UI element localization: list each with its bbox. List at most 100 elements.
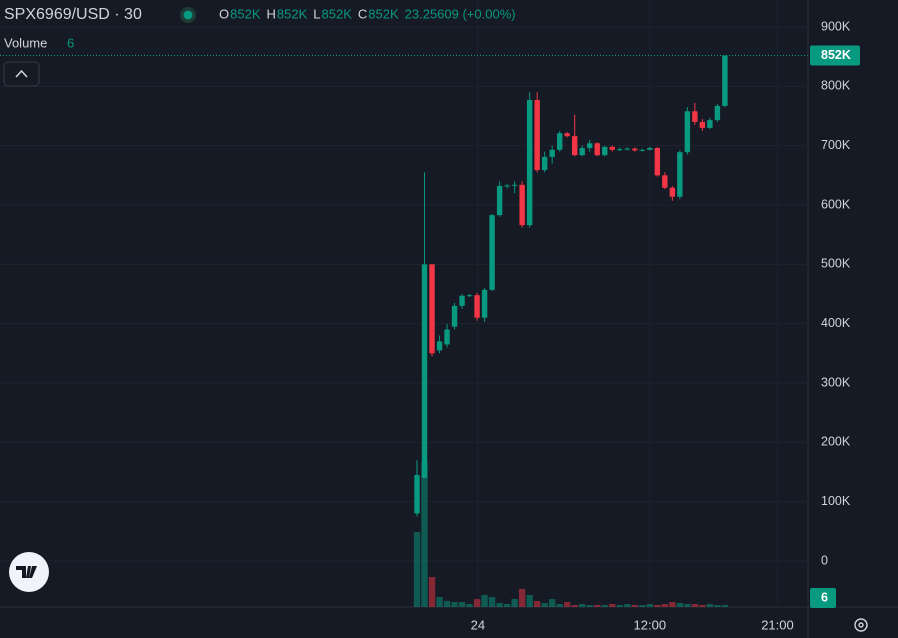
axes: 0 100K 200K 300K 400K 500K 600K 700K 800K 900K 24 1… (0, 19, 860, 632)
volume-bar (571, 605, 578, 607)
collapse-icon (15, 69, 28, 78)
candle-body (534, 99, 540, 170)
candle-body (496, 186, 503, 216)
candle-body (466, 295, 473, 297)
collapse-button[interactable] (3, 61, 40, 87)
candle-body (669, 187, 676, 197)
ohlc-value: 852K (322, 6, 353, 21)
candle-body (692, 111, 698, 122)
change: 23.25609 (+0.00%) (405, 6, 516, 21)
ohlc-legend: O 852K H 852K L 852K C 852K 23.25609 (+0.00%) (219, 6, 516, 21)
candle-body (662, 175, 668, 188)
candle-body (572, 136, 578, 156)
candle-body (451, 305, 458, 327)
y-tick-label: 800K (821, 79, 851, 93)
volume-bar (533, 601, 541, 607)
volume-bar (541, 603, 548, 607)
candle-body (587, 143, 593, 149)
candle-body (541, 156, 548, 170)
candle-body (436, 341, 443, 351)
volume-bar (526, 595, 533, 607)
candle-body (647, 148, 653, 150)
volume-bar (669, 602, 676, 607)
last-price-box (810, 45, 860, 66)
candle-body (609, 146, 615, 150)
settings-icon[interactable] (854, 618, 868, 632)
candles (414, 55, 728, 517)
candle-body (639, 149, 645, 151)
volume-bar (481, 595, 488, 607)
candle-body (677, 152, 683, 197)
volume-bar (609, 604, 616, 607)
y-tick-label: 0 (821, 553, 828, 567)
symbol-title[interactable]: SPX6969/USD · 30 (4, 6, 142, 23)
volume-bar (466, 604, 473, 607)
candle-body (602, 146, 608, 156)
candle-body (707, 120, 713, 128)
candle-body (519, 184, 525, 226)
volume-bar (579, 604, 586, 607)
logo (16, 566, 37, 578)
volume-bar (564, 602, 571, 607)
candle-body (511, 184, 518, 186)
last-price-label: 852K (821, 48, 851, 62)
volume-bar (556, 604, 563, 607)
ohlc-key: O (219, 6, 229, 21)
volume-bar (646, 604, 654, 607)
candle-body (617, 149, 623, 151)
volume-bar (451, 602, 458, 607)
settings-icon-core (858, 622, 864, 628)
candle-body (444, 329, 450, 345)
volume-bar (706, 604, 714, 607)
candle-body (594, 143, 600, 156)
volume-bar (714, 605, 721, 607)
ohlc-value: 852K (368, 6, 399, 21)
y-tick-label: 300K (821, 375, 851, 389)
volume-bar (436, 597, 443, 607)
volume-bar (654, 605, 661, 607)
x-tick-label: 21:00 (761, 617, 794, 632)
candle-body (564, 133, 570, 137)
volume-label-box (810, 588, 836, 608)
y-tick-label: 900K (821, 19, 851, 33)
volume-bar (594, 605, 601, 607)
y-tick-label: 400K (821, 316, 851, 330)
y-tick-label: 700K (821, 138, 851, 152)
volume-bar (503, 604, 511, 607)
candle-body (474, 295, 480, 318)
candle-body (654, 148, 661, 176)
volume-bar (684, 604, 691, 607)
volume-axis-label: 6 (821, 590, 828, 604)
y-tick-label: 600K (821, 197, 851, 211)
candle-body (549, 149, 555, 157)
candle-body (579, 148, 585, 156)
volume-bar (616, 605, 623, 607)
y-tick-label: 500K (821, 257, 851, 271)
volume-bar (421, 462, 428, 607)
candle-body (722, 55, 728, 106)
volume-bar (443, 601, 451, 607)
volume-bar (511, 599, 518, 607)
volume-bar (631, 605, 638, 607)
ohlc-value: 852K (230, 6, 261, 21)
volume-bar (586, 605, 593, 607)
candle-body (481, 289, 488, 318)
volume-bar (518, 589, 526, 607)
ohlc-key: C (358, 6, 367, 21)
volume-bar (721, 605, 729, 607)
x-tick-label: 24 (471, 617, 485, 632)
volume-bar (639, 605, 646, 607)
candle-body (429, 264, 435, 354)
y-tick-label: 100K (821, 494, 851, 508)
x-tick-label: 12:00 (634, 617, 667, 632)
volume-bar (699, 605, 706, 607)
candle-body (624, 148, 630, 150)
volume-bar (496, 603, 503, 607)
volume-bar (488, 597, 496, 607)
candle-body (414, 474, 420, 514)
candle-body (504, 185, 510, 187)
candle-body (632, 148, 638, 151)
